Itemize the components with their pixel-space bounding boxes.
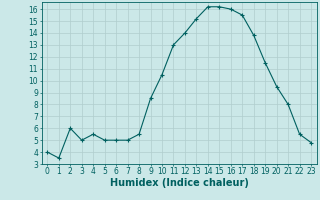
X-axis label: Humidex (Indice chaleur): Humidex (Indice chaleur)	[110, 178, 249, 188]
